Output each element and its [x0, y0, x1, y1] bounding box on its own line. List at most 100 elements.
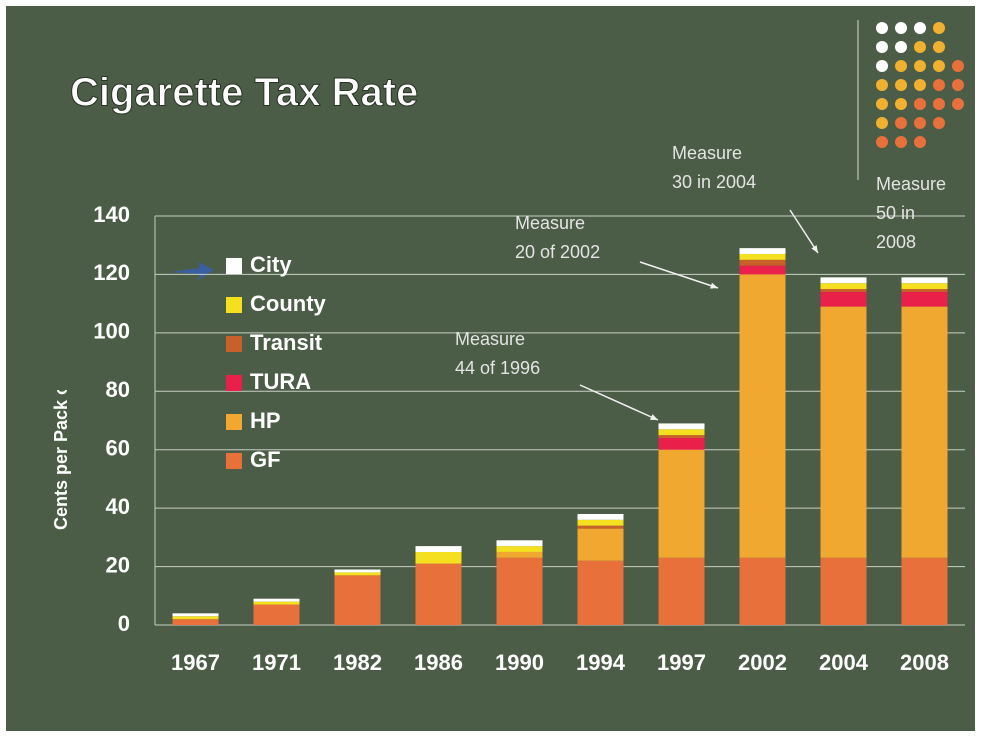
decor-dot [952, 60, 964, 72]
y-tick-label: 0 [118, 611, 130, 636]
bar-segment [253, 598, 300, 602]
arrow-head [710, 282, 718, 289]
decor-dot [914, 79, 926, 91]
bar-segment [253, 601, 300, 605]
bar-segment [334, 572, 381, 576]
y-tick-label: 40 [106, 494, 130, 519]
annotation: Measure [876, 174, 946, 194]
decor-dot [933, 98, 945, 110]
annotation: 2008 [876, 232, 916, 252]
decor-dot [952, 79, 964, 91]
y-tick-label: 100 [93, 319, 130, 344]
decor-dot [895, 41, 907, 53]
bar-segment [172, 616, 219, 620]
bar-segment [658, 438, 705, 450]
x-tick-label: 1994 [576, 650, 626, 675]
x-tick-label: 1990 [495, 650, 544, 675]
bar-segment [577, 519, 624, 526]
bar-segment [496, 540, 543, 547]
decor-dot [876, 117, 888, 129]
decor-dot [914, 60, 926, 72]
decor-dot [895, 22, 907, 34]
bar-segment [577, 525, 624, 529]
bar-segment [901, 291, 948, 307]
decor-dot [895, 136, 907, 148]
bar-segment [739, 265, 786, 275]
decor-dot [914, 136, 926, 148]
slide-background [6, 6, 975, 731]
bar-segment [415, 546, 462, 552]
annotation: Measure [672, 143, 742, 163]
bar-segment [658, 449, 705, 558]
bar-segment [901, 306, 948, 558]
bar-segment [739, 248, 786, 254]
legend-label: County [250, 291, 327, 316]
legend-swatch [226, 297, 242, 313]
bar-segment [334, 569, 381, 573]
bar-segment [496, 551, 543, 558]
decor-dot [933, 22, 945, 34]
legend-label: Transit [250, 330, 323, 355]
bar-segment [739, 274, 786, 558]
bar-segment [577, 513, 624, 520]
bar-segment [658, 435, 705, 439]
x-tick-label: 1971 [252, 650, 301, 675]
legend-swatch [226, 258, 242, 274]
x-tick-label: 2002 [738, 650, 787, 675]
y-label-clip: Cents per Pack of 20 [51, 353, 71, 530]
legend-label: GF [250, 447, 281, 472]
y-tick-label: 140 [93, 202, 130, 227]
bar-segment [820, 306, 867, 558]
chart-title: Cigarette Tax Rate [70, 71, 418, 115]
decor-dot [895, 98, 907, 110]
annotation: 50 in [876, 203, 915, 223]
y-axis-label: Cents per Pack of 20 [51, 353, 71, 530]
bar-segment [901, 277, 948, 284]
decor-dot [933, 41, 945, 53]
decor-dot [876, 79, 888, 91]
x-tick-label: 2008 [900, 650, 949, 675]
x-tick-label: 2004 [819, 650, 869, 675]
legend-label: HP [250, 408, 281, 433]
bar-segment [739, 253, 786, 260]
x-tick-label: 1997 [657, 650, 706, 675]
annotation-arrow [789, 209, 819, 254]
bar-segment [334, 575, 381, 625]
decor-dot [895, 60, 907, 72]
legend-swatch [226, 336, 242, 352]
bar-segment [739, 259, 786, 266]
annotation-arrow [639, 261, 719, 289]
bar-segment [820, 283, 867, 290]
annotation: Measure [455, 329, 525, 349]
annotation: Measure [515, 213, 585, 233]
decor-dot [895, 79, 907, 91]
bar-segment [496, 546, 543, 552]
x-tick-label: 1982 [333, 650, 382, 675]
bar-segment [496, 557, 543, 625]
decor-dot [914, 117, 926, 129]
decor-dot [876, 98, 888, 110]
y-tick-label: 20 [106, 552, 130, 577]
x-tick-label: 1986 [414, 650, 463, 675]
decor-dot [914, 41, 926, 53]
decor-dot [914, 98, 926, 110]
annotation: 44 of 1996 [455, 358, 540, 378]
bar-segment [820, 557, 867, 625]
bar-segment [577, 560, 624, 625]
annotation: 20 of 2002 [515, 242, 600, 262]
bar-segment [901, 289, 948, 292]
y-tick-label: 60 [106, 436, 130, 461]
bar-segment [658, 557, 705, 625]
decor-dot [933, 117, 945, 129]
bar-segment [577, 528, 624, 561]
bar-segment [172, 613, 219, 617]
annotation: 30 in 2004 [672, 172, 756, 192]
y-tick-label: 120 [93, 260, 130, 285]
bar-segment [820, 289, 867, 292]
bar-segment [172, 619, 219, 625]
legend-swatch [226, 414, 242, 430]
bar-segment [415, 563, 462, 625]
annotation-arrow [579, 384, 659, 421]
